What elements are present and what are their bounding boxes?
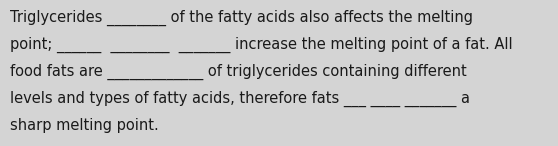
Text: Triglycerides ________ of the fatty acids also affects the melting: Triglycerides ________ of the fatty acid… xyxy=(10,10,473,26)
Text: sharp melting point.: sharp melting point. xyxy=(10,118,159,133)
Text: food fats are _____________ of triglycerides containing different: food fats are _____________ of triglycer… xyxy=(10,64,467,80)
Text: levels and types of fatty acids, therefore fats ___ ____ _______ a: levels and types of fatty acids, therefo… xyxy=(10,91,470,107)
Text: point; ______  ________  _______ increase the melting point of a fat. All: point; ______ ________ _______ increase … xyxy=(10,37,513,53)
